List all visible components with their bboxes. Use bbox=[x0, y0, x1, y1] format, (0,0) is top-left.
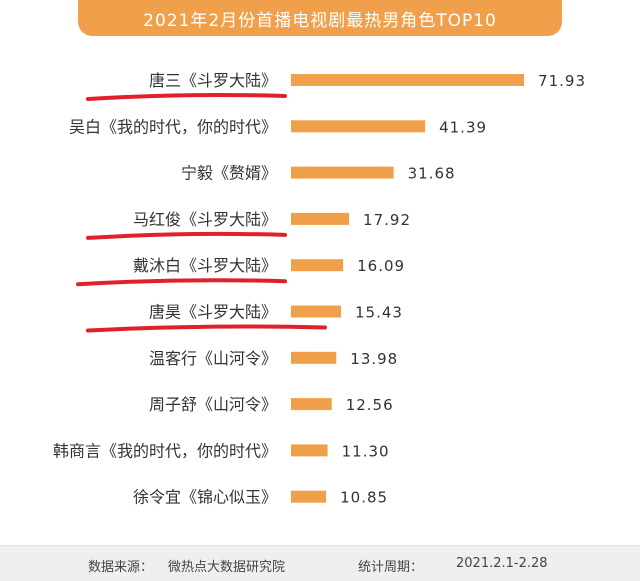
red-underline-annotation bbox=[86, 93, 287, 101]
category-label: 宁毅《赘婿》 bbox=[181, 164, 277, 183]
category-label: 韩商言《我的时代，你的时代》 bbox=[53, 441, 277, 460]
source-label: 数据来源： bbox=[88, 560, 154, 575]
bar bbox=[291, 74, 525, 86]
red-underline-annotation bbox=[86, 324, 327, 333]
value-label: 13.98 bbox=[350, 350, 398, 368]
value-label: 10.85 bbox=[340, 489, 388, 507]
red-underline-annotation bbox=[86, 231, 287, 240]
value-label: 12.56 bbox=[346, 396, 394, 414]
bar bbox=[291, 444, 328, 457]
chart-title: 2021年2月份首播电视剧最热男角色TOP10 bbox=[143, 10, 497, 31]
category-label: 温客行《山河令》 bbox=[149, 349, 277, 368]
category-label: 马红俊《斗罗大陆》 bbox=[133, 210, 277, 229]
bar bbox=[291, 212, 350, 225]
bar bbox=[291, 351, 337, 364]
value-label: 11.30 bbox=[342, 442, 390, 460]
value-label: 16.09 bbox=[357, 257, 405, 275]
category-label: 周子舒《山河令》 bbox=[149, 395, 277, 414]
category-label: 戴沐白《斗罗大陆》 bbox=[133, 256, 277, 275]
category-label: 唐三《斗罗大陆》 bbox=[149, 71, 277, 90]
value-label: 31.68 bbox=[408, 165, 456, 183]
bar bbox=[291, 398, 332, 411]
source-value: 微热点大数据研究院 bbox=[168, 560, 286, 575]
period-value: 2021.2.1-2.28 bbox=[456, 556, 548, 571]
red-underline-annotation bbox=[76, 278, 287, 287]
category-label: 吴白《我的时代，你的时代》 bbox=[69, 117, 277, 136]
value-label: 15.43 bbox=[355, 304, 403, 322]
footer: 数据来源： 微热点大数据研究院 统计周期： 2021.2.1-2.28 bbox=[0, 545, 640, 581]
bar bbox=[291, 490, 327, 503]
value-label: 41.39 bbox=[439, 118, 487, 136]
category-label: 唐昊《斗罗大陆》 bbox=[149, 303, 277, 322]
chart-title-bar: 2021年2月份首播电视剧最热男角色TOP10 bbox=[78, 0, 562, 36]
value-label: 17.92 bbox=[363, 211, 411, 229]
period-label: 统计周期： bbox=[358, 560, 424, 575]
bar bbox=[291, 120, 426, 133]
bar bbox=[291, 259, 344, 272]
bar bbox=[291, 305, 341, 318]
category-label: 徐令宜《锦心似玉》 bbox=[133, 488, 277, 507]
bar bbox=[291, 166, 394, 179]
value-label: 71.93 bbox=[538, 72, 586, 90]
bar-chart: 唐三《斗罗大陆》 71.93 吴白《我的时代，你的时代》 41.39 宁毅《赘婿》 31.… bbox=[53, 71, 586, 507]
